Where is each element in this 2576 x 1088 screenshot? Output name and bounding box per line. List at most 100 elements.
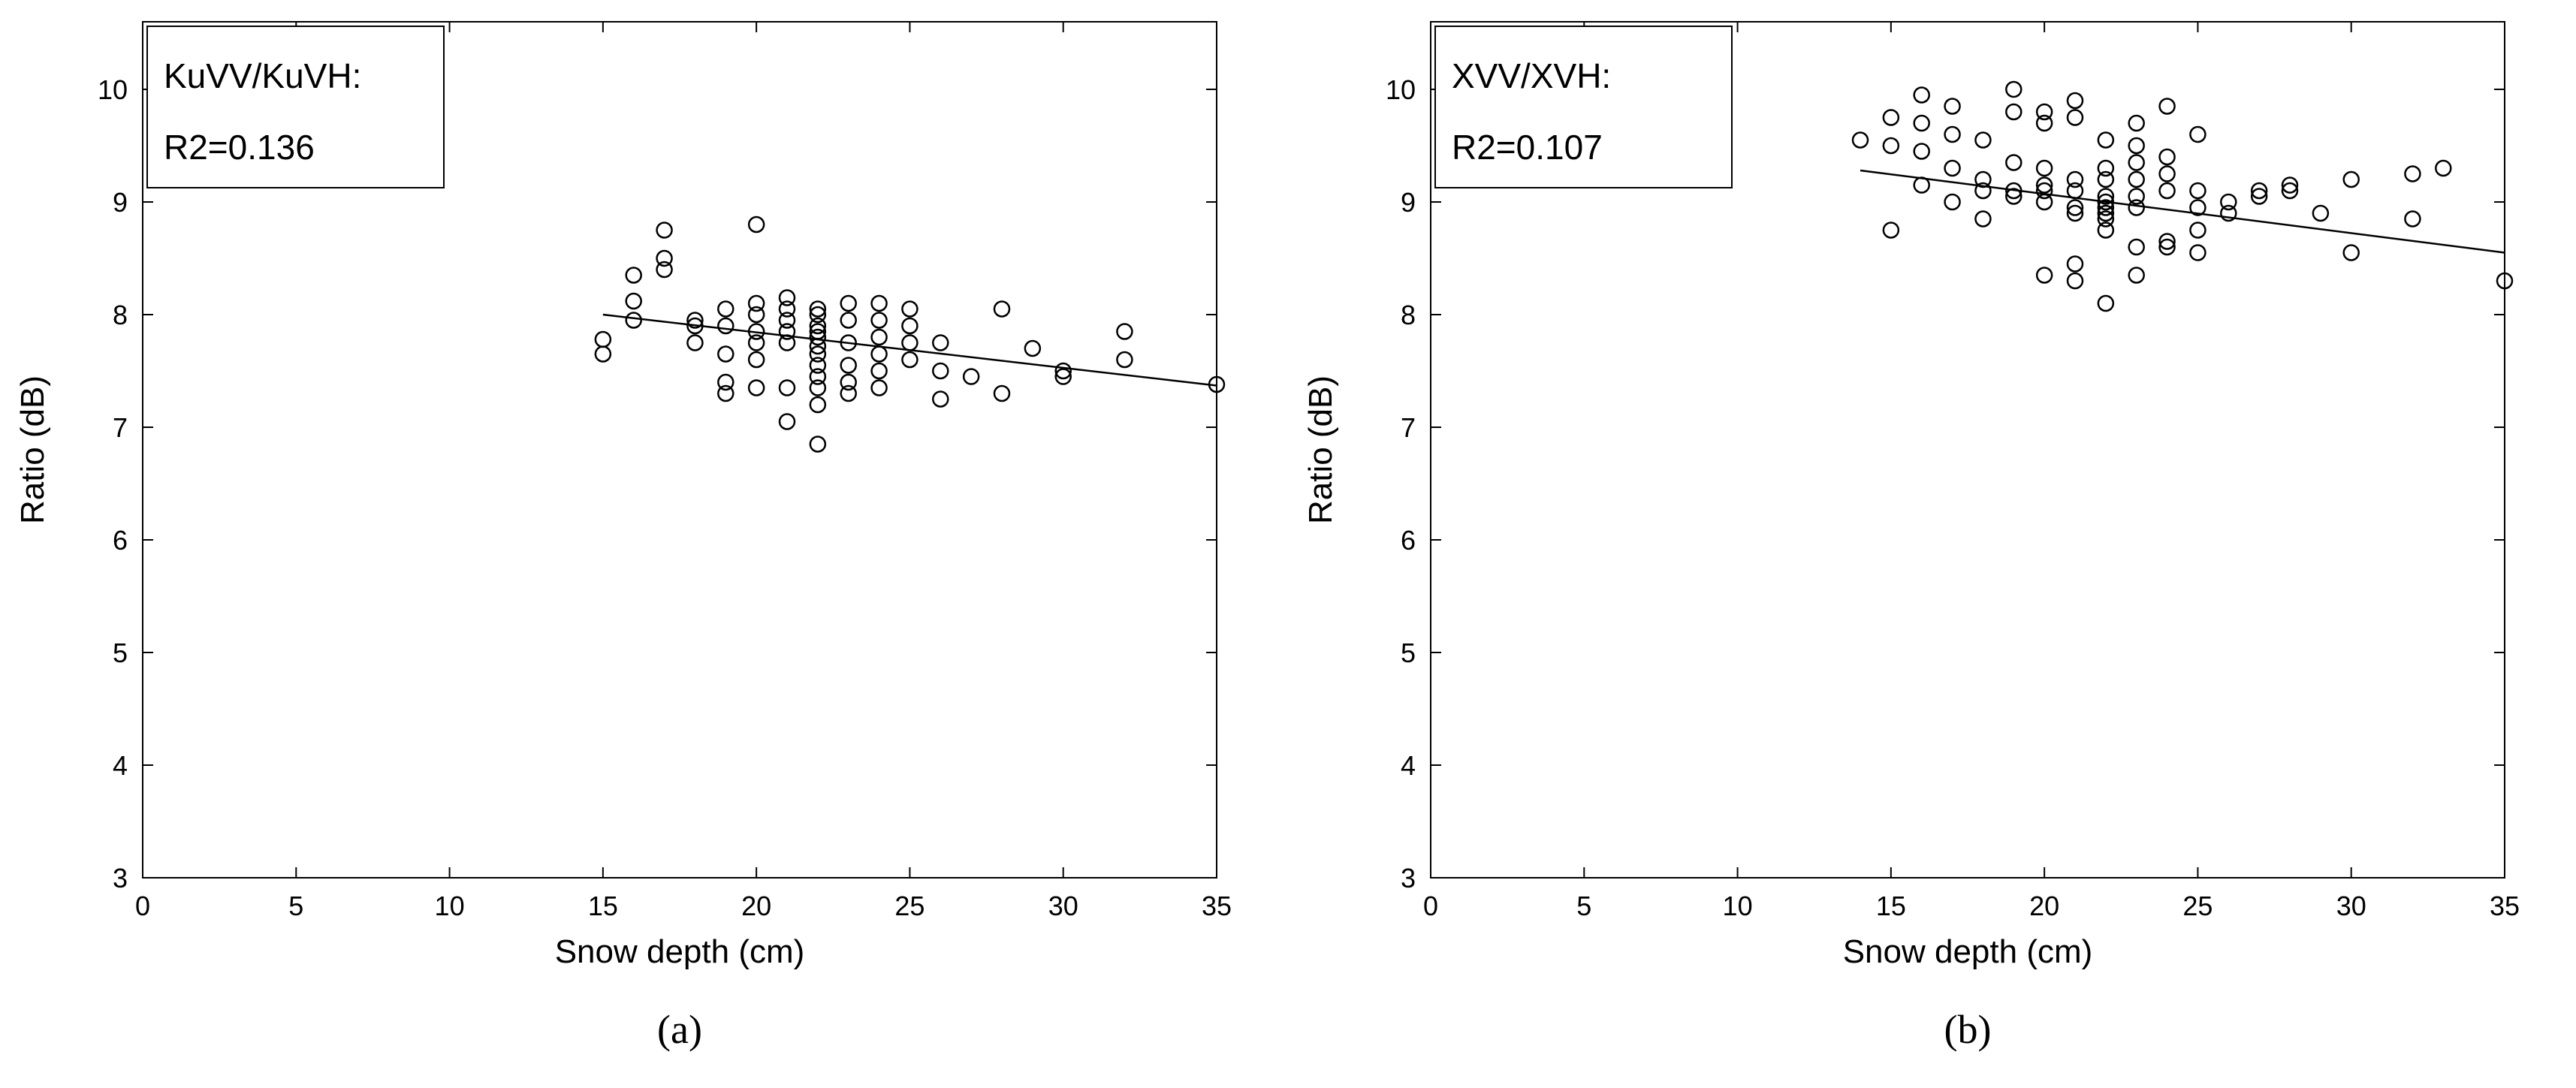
scatter-marker <box>2189 244 2206 261</box>
scatter-marker <box>1882 109 1900 126</box>
y-tick-label: 3 <box>113 863 128 894</box>
scatter-marker <box>625 292 642 310</box>
scatter-marker <box>778 300 796 318</box>
scatter-marker <box>932 362 949 380</box>
scatter-marker <box>778 334 796 351</box>
scatter-marker <box>717 345 734 363</box>
scatter-marker <box>809 337 827 355</box>
scatter-marker <box>2404 210 2421 228</box>
scatter-marker <box>2220 204 2237 222</box>
scatter-marker <box>2158 238 2176 256</box>
scatter-marker <box>809 396 827 414</box>
scatter-marker <box>717 384 734 402</box>
scatter-marker <box>2066 109 2084 126</box>
y-tick-label: 7 <box>113 412 128 443</box>
scatter-marker <box>840 357 857 374</box>
scatter-marker <box>2128 267 2145 284</box>
caption-a: (a) <box>657 1007 702 1052</box>
scatter-marker <box>747 351 765 369</box>
scatter-marker <box>2066 182 2084 200</box>
scatter-marker <box>686 334 704 351</box>
scatter-marker <box>901 334 918 351</box>
x-tick-label: 10 <box>1723 891 1753 921</box>
x-tick-label: 0 <box>1423 891 1438 921</box>
y-tick-label: 10 <box>98 74 128 105</box>
x-tick-label: 20 <box>741 891 771 921</box>
scatter-marker <box>2128 188 2145 205</box>
scatter-marker <box>840 312 857 329</box>
scatter-marker <box>2435 159 2452 177</box>
scatter-marker <box>2281 182 2299 200</box>
scatter-marker <box>747 294 765 312</box>
scatter-marker <box>1974 131 1992 149</box>
y-tick-label: 7 <box>1401 412 1416 443</box>
scatter-marker <box>594 345 612 363</box>
scatter-marker <box>2097 193 2115 211</box>
scatter-marker <box>2097 188 2115 205</box>
scatter-marker <box>2066 92 2084 110</box>
scatter-marker <box>2035 193 2053 211</box>
scatter-marker <box>778 413 796 430</box>
scatter-marker <box>1974 210 1992 228</box>
annotation-box <box>146 26 445 188</box>
scatter-marker <box>901 300 918 318</box>
scatter-marker <box>2158 233 2176 250</box>
scatter-marker <box>809 368 827 385</box>
axes-box <box>142 21 1217 879</box>
scatter-marker <box>809 300 827 318</box>
scatter-marker <box>747 306 765 324</box>
scatter-marker <box>1974 182 1992 200</box>
annotation-text: KuVV/KuVH: <box>164 56 361 95</box>
scatter-marker <box>840 334 857 351</box>
scatter-marker <box>2342 170 2360 188</box>
scatter-marker <box>625 267 642 284</box>
scatter-marker <box>809 328 827 346</box>
annotation-text: R2=0.107 <box>1452 128 1603 167</box>
scatter-marker <box>1974 170 1992 188</box>
y-tick-label: 8 <box>1401 300 1416 330</box>
y-tick-label: 9 <box>1401 187 1416 218</box>
scatter-marker <box>656 222 673 239</box>
x-axis-label: Snow depth (cm) <box>555 933 805 970</box>
scatter-marker <box>2128 114 2145 132</box>
x-tick-label: 30 <box>1048 891 1078 921</box>
scatter-plot-b: 0 5 10 15 20 25 30 35 3 4 5 6 7 8 9 10 Snow depth (cm) Ra… <box>1302 21 2520 970</box>
scatter-marker <box>2128 170 2145 188</box>
scatter-marker <box>717 317 734 335</box>
scatter-marker <box>778 289 796 306</box>
scatter-marker <box>870 312 888 329</box>
scatter-marker <box>2281 176 2299 194</box>
scatter-marker <box>1944 125 1961 143</box>
scatter-marker <box>2005 103 2022 121</box>
scatter-marker <box>2097 204 2115 222</box>
scatter-marker <box>778 323 796 340</box>
scatter-marker <box>717 373 734 391</box>
annotation-text: R2=0.136 <box>164 128 315 167</box>
scatter-marker <box>840 294 857 312</box>
panel-a: 0 5 10 15 20 25 30 35 3 4 5 6 7 8 9 10 Snow depth (cm) Ra… <box>0 3 1288 1053</box>
scatter-marker <box>2035 159 2053 177</box>
y-tick-label: 6 <box>113 525 128 556</box>
scatter-marker <box>2158 98 2176 115</box>
caption-b: (b) <box>1944 1007 1992 1052</box>
x-tick-label: 25 <box>894 891 925 921</box>
scatter-marker <box>932 334 949 351</box>
y-tick-label: 6 <box>1401 525 1416 556</box>
y-axis-label: Ratio (dB) <box>1302 375 1339 524</box>
scatter-marker <box>2097 294 2115 312</box>
scatter-marker <box>809 317 827 335</box>
scatter-marker <box>778 312 796 329</box>
scatter-marker <box>1913 176 1930 194</box>
scatter-marker <box>840 373 857 391</box>
scatter-marker <box>656 249 673 267</box>
scatter-marker <box>2189 182 2206 200</box>
scatter-marker <box>2005 182 2022 200</box>
x-tick-label: 20 <box>2029 891 2059 921</box>
scatter-marker <box>1116 351 1133 369</box>
scatter-marker <box>962 368 980 385</box>
scatter-marker <box>2404 165 2421 182</box>
scatter-marker <box>2097 222 2115 239</box>
scatter-marker <box>809 436 827 453</box>
scatter-marker <box>747 215 765 234</box>
axes-box <box>1430 21 2505 879</box>
